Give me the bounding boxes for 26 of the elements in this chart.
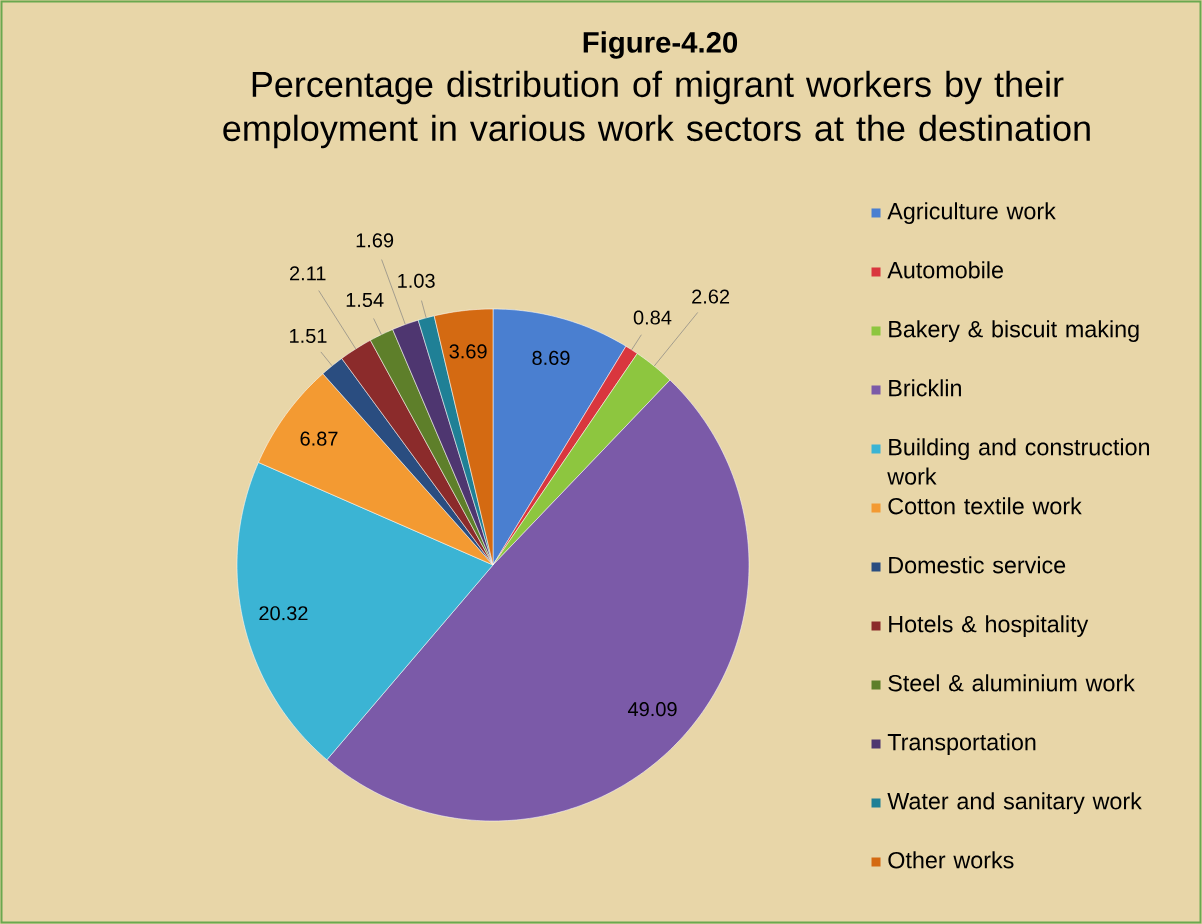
data-label: 6.87	[300, 431, 338, 446]
legend-label: Building and construction work	[887, 438, 1150, 485]
legend-label: Bricklin	[889, 379, 961, 397]
legend-label: Domestic service	[889, 556, 1066, 574]
data-label: 1.03	[398, 273, 435, 288]
data-label: 20.32	[259, 606, 308, 621]
legend-label: Steel & aluminium work	[888, 674, 1135, 692]
legend-label: Bakery & biscuit making	[889, 320, 1139, 343]
data-label: 8.69	[532, 350, 570, 365]
legend-label: Cotton textile work	[888, 497, 1082, 515]
legend-label: Hotels & hospitality	[889, 615, 1089, 638]
data-label: 1.51	[290, 329, 327, 343]
legend-label: Water and sanitary work	[887, 792, 1142, 815]
chart-title: Figure-4.20	[583, 31, 738, 59]
chart-subtitle: Percentage distribution of migrant workers by their employment in various work sectors at the destination	[223, 70, 1090, 149]
data-label: 49.09	[627, 702, 677, 717]
data-label: 1.54	[346, 293, 384, 308]
data-label: 3.69	[449, 344, 487, 359]
legend-label: Agriculture work	[887, 202, 1056, 225]
data-label: 2.62	[692, 289, 730, 304]
legend-label: Automobile	[887, 261, 1003, 279]
data-label: 0.84	[633, 310, 672, 325]
data-label: 2.11	[290, 266, 326, 281]
legend-label: Transportation	[887, 733, 1036, 756]
data-label: 1.69	[356, 233, 394, 248]
legend-label: Other works	[888, 851, 1014, 869]
